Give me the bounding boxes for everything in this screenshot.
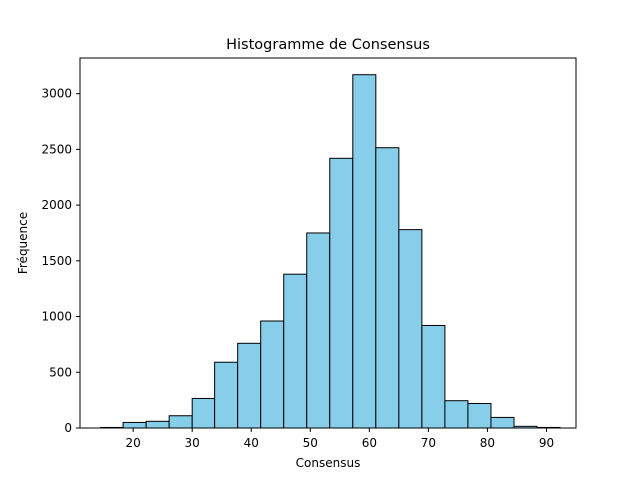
- y-tick-label-0: 0: [64, 421, 72, 435]
- histogram-bar-9: [283, 273, 308, 429]
- histogram-bar-11: [329, 157, 354, 429]
- axes-frame: [79, 57, 577, 429]
- histogram-bar-6: [214, 361, 239, 429]
- histogram-bar-12: [352, 74, 377, 429]
- histogram-bar-10: [306, 232, 331, 429]
- histogram-bar-3: [145, 420, 170, 429]
- x-tick-label-60: 60: [362, 436, 377, 450]
- y-tick-label-2500: 2500: [41, 142, 72, 156]
- histogram-bar-13: [375, 147, 400, 429]
- x-tick-label-20: 20: [126, 436, 141, 450]
- x-axis-label: Consensus: [296, 456, 361, 470]
- histogram-bar-4: [168, 415, 193, 429]
- histogram-bar-5: [191, 397, 216, 429]
- histogram-bar-8: [260, 320, 285, 429]
- histogram-bar-18: [490, 416, 515, 429]
- chart-title: Histogramme de Consensus: [226, 37, 430, 53]
- y-axis-ticks: 0 500 1000 1500 2000 2500 3000: [41, 87, 80, 435]
- histogram-bar-17: [467, 402, 492, 429]
- x-tick-label-50: 50: [303, 436, 318, 450]
- histogram-bar-16: [444, 400, 469, 429]
- y-tick-label-500: 500: [49, 365, 72, 379]
- y-tick-label-1000: 1000: [41, 310, 72, 324]
- y-tick-label-1500: 1500: [41, 254, 72, 268]
- x-tick-label-90: 90: [539, 436, 554, 450]
- x-tick-label-70: 70: [421, 436, 436, 450]
- histogram-bars: [100, 74, 561, 429]
- x-tick-label-40: 40: [244, 436, 259, 450]
- histogram-bar-14: [398, 229, 423, 429]
- x-axis-ticks: 20 30 40 50 60 70 80 90: [126, 428, 554, 450]
- y-axis-label: Fréquence: [16, 212, 30, 274]
- y-tick-label-3000: 3000: [41, 87, 72, 101]
- histogram-bar-15: [421, 324, 446, 429]
- histogram-bar-2: [122, 421, 147, 429]
- x-tick-label-30: 30: [185, 436, 200, 450]
- x-tick-label-80: 80: [480, 436, 495, 450]
- histogram-bar-7: [237, 342, 262, 429]
- y-tick-label-2000: 2000: [41, 198, 72, 212]
